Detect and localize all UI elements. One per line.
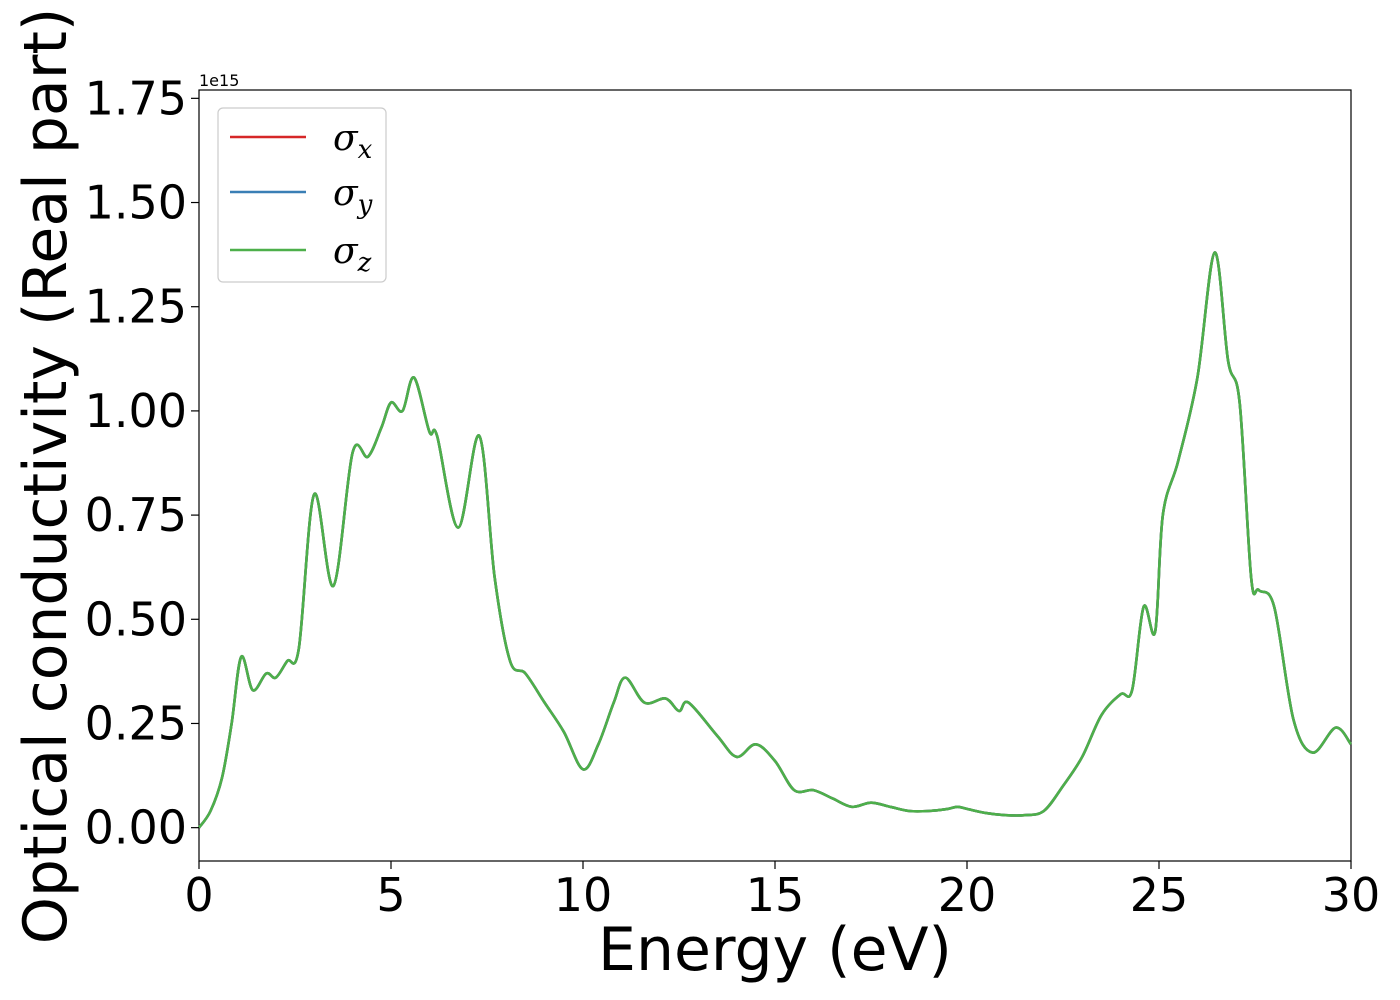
- x-tick-label: 15: [746, 868, 805, 922]
- legend-frame: [217, 107, 387, 283]
- legend-subscript: y: [357, 190, 373, 220]
- legend-symbol: σ: [333, 231, 359, 272]
- y-tick-label: 1.00: [85, 384, 187, 438]
- x-tick-label: 30: [1322, 868, 1381, 922]
- series-layer: [197, 251, 1353, 829]
- legend-subscript: x: [358, 135, 373, 165]
- x-axis: 0 5 10 15 20 25 30: [184, 861, 1380, 922]
- legend-symbol: σ: [333, 173, 359, 214]
- y-tick-label: 0.00: [85, 801, 187, 855]
- series-line-3: [197, 251, 1353, 829]
- y-tick-label: 0.75: [85, 488, 187, 542]
- y-axis-label: Optical conductivity (Real part): [11, 8, 81, 945]
- x-tick-label: 25: [1130, 868, 1189, 922]
- y-tick-label: 1.50: [85, 176, 187, 230]
- x-tick-label: 5: [376, 868, 405, 922]
- y-offset-text: 1e15: [199, 71, 239, 90]
- y-tick-label: 1.25: [85, 280, 187, 334]
- y-tick-label: 0.25: [85, 696, 187, 750]
- legend-symbol: σ: [333, 118, 359, 159]
- plot-frame: [198, 89, 1352, 862]
- x-tick-label: 10: [554, 868, 613, 922]
- legend-label: σy: [333, 173, 373, 220]
- plot-area: [197, 89, 1353, 862]
- legend-subscript: z: [357, 248, 372, 278]
- x-tick-label: 0: [184, 868, 213, 922]
- x-axis-label: Energy (eV): [598, 915, 952, 985]
- legend-label: σx: [333, 118, 373, 165]
- y-tick-label: 1.75: [85, 71, 187, 125]
- y-tick-label: 0.50: [85, 592, 187, 646]
- legend-label: σz: [333, 231, 372, 278]
- y-axis: 0.00 0.25 0.50 0.75 1.00 1.25 1.50 1.75: [85, 71, 199, 855]
- x-tick-label: 20: [938, 868, 997, 922]
